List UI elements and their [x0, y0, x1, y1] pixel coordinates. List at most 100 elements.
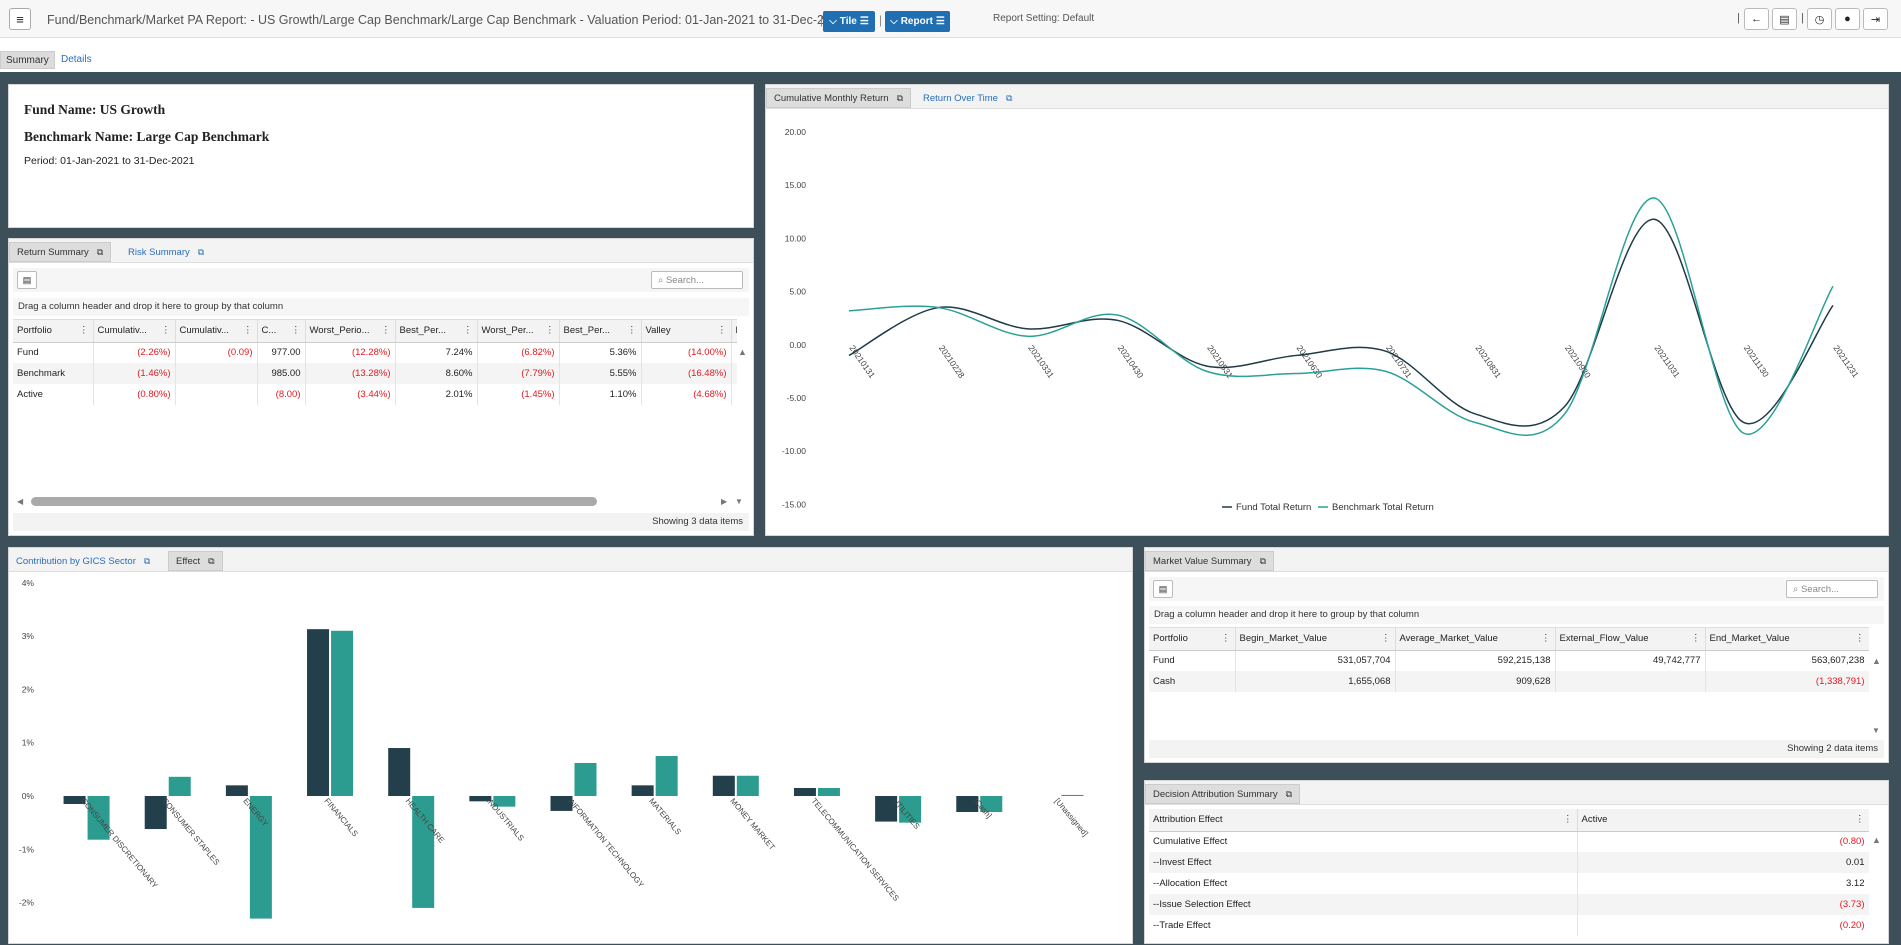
user-button[interactable]: ●: [1835, 8, 1860, 30]
popout-icon[interactable]: ⧉: [197, 246, 205, 257]
table-row[interactable]: --Trade Effect (0.20): [1149, 915, 1869, 936]
bar[interactable]: [307, 629, 330, 796]
tab-return-over-time[interactable]: Return Over Time ⧉: [923, 92, 1013, 104]
bar[interactable]: [493, 796, 516, 807]
tab-decision-attribution-summary[interactable]: Decision Attribution Summary ⧉: [1145, 784, 1301, 804]
export-grid-button[interactable]: ▤: [17, 271, 37, 289]
bar[interactable]: [388, 748, 411, 796]
column-header[interactable]: Begin_Market_Value ⋮: [1235, 628, 1396, 651]
tile-button[interactable]: ⌵ Tile ☰: [823, 11, 875, 32]
bar[interactable]: [980, 796, 1003, 812]
legend-label[interactable]: Fund Total Return: [1236, 502, 1311, 513]
tab-effect[interactable]: Effect ⧉: [168, 551, 223, 571]
bar[interactable]: [1061, 794, 1084, 796]
horizontal-scrollbar[interactable]: [31, 497, 597, 506]
popout-icon[interactable]: ⧉: [96, 246, 104, 257]
tab-risk-summary[interactable]: Risk Summary ⧉: [128, 246, 205, 258]
series-line-benchmark[interactable]: [848, 197, 1834, 436]
bar[interactable]: [225, 785, 248, 796]
column-menu-icon[interactable]: ⋮: [1855, 633, 1865, 644]
table-row[interactable]: Fund (2.26%) (0.09) 977.00 (12.28%) 7.24% (6.8…: [13, 342, 737, 363]
scroll-up-icon[interactable]: ▲: [738, 347, 747, 357]
column-menu-icon[interactable]: ⋮: [1563, 814, 1573, 825]
column-header[interactable]: F: [731, 320, 737, 343]
history-button[interactable]: ◷: [1807, 8, 1832, 30]
bar[interactable]: [144, 796, 167, 830]
column-menu-icon[interactable]: ⋮: [463, 325, 473, 336]
bar[interactable]: [875, 796, 898, 822]
bar[interactable]: [712, 775, 735, 796]
logout-button[interactable]: ⇥: [1863, 8, 1888, 30]
column-menu-icon[interactable]: ⋮: [79, 325, 89, 336]
table-row[interactable]: Cumulative Effect (0.80): [1149, 831, 1869, 852]
bar[interactable]: [469, 796, 492, 802]
column-header[interactable]: Cumulativ... ⋮: [175, 320, 258, 343]
search-input[interactable]: ⌕ Search...: [651, 271, 743, 289]
column-header[interactable]: Worst_Perio... ⋮: [305, 320, 396, 343]
scroll-left-icon[interactable]: ◀: [17, 497, 24, 506]
bar[interactable]: [736, 775, 759, 796]
column-menu-icon[interactable]: ⋮: [381, 325, 391, 336]
bar[interactable]: [631, 785, 654, 796]
column-menu-icon[interactable]: ⋮: [545, 325, 555, 336]
bar[interactable]: [87, 796, 110, 840]
column-menu-icon[interactable]: ⋮: [1541, 633, 1551, 644]
scroll-up-icon[interactable]: ▲: [1872, 835, 1881, 845]
column-header[interactable]: External_Flow_Value ⋮: [1555, 628, 1706, 651]
column-header[interactable]: Valley ⋮: [641, 320, 732, 343]
column-menu-icon[interactable]: ⋮: [243, 325, 253, 336]
column-header[interactable]: Worst_Per... ⋮: [477, 320, 560, 343]
bar[interactable]: [574, 762, 597, 796]
bar[interactable]: [956, 796, 979, 812]
table-row[interactable]: Benchmark (1.46%) 985.00 (13.28%) 8.60% (7.79…: [13, 363, 737, 384]
column-header[interactable]: Average_Market_Value ⋮: [1395, 628, 1556, 651]
search-input[interactable]: ⌕ Search...: [1786, 580, 1878, 598]
tab-summary[interactable]: Summary: [0, 51, 55, 69]
export-grid-button[interactable]: ▤: [1153, 580, 1173, 598]
menu-button[interactable]: ≡: [9, 8, 31, 30]
export-button[interactable]: ▤: [1772, 8, 1797, 30]
column-header[interactable]: Cumulativ... ⋮: [93, 320, 176, 343]
column-header[interactable]: Portfolio ⋮: [13, 320, 94, 343]
scroll-up-icon[interactable]: ▲: [1872, 656, 1881, 666]
column-header[interactable]: Best_Per... ⋮: [395, 320, 478, 343]
column-menu-icon[interactable]: ⋮: [1221, 633, 1231, 644]
column-header[interactable]: Portfolio ⋮: [1149, 628, 1236, 651]
table-row[interactable]: --Invest Effect 0.01: [1149, 852, 1869, 873]
table-row[interactable]: Cash 1,655,068 909,628 (1,338,791): [1149, 671, 1869, 692]
tab-return-summary[interactable]: Return Summary ⧉: [9, 242, 112, 262]
bar[interactable]: [331, 630, 354, 796]
bar[interactable]: [793, 788, 816, 796]
column-menu-icon[interactable]: ⋮: [161, 325, 171, 336]
legend-label[interactable]: Benchmark Total Return: [1332, 502, 1434, 513]
column-header[interactable]: End_Market_Value ⋮: [1705, 628, 1869, 651]
tab-cumulative-monthly-return[interactable]: Cumulative Monthly Return ⧉: [766, 88, 912, 108]
series-line-fund[interactable]: [848, 218, 1834, 427]
scroll-down-icon[interactable]: ▼: [1872, 726, 1880, 735]
scroll-right-icon[interactable]: ▶: [721, 497, 728, 506]
popout-icon[interactable]: ⧉: [1005, 92, 1013, 103]
bar[interactable]: [412, 796, 435, 908]
column-menu-icon[interactable]: ⋮: [1855, 814, 1865, 825]
table-row[interactable]: Active (0.80%) (8.00) (3.44%) 2.01% (1.45%) 1.…: [13, 384, 737, 405]
bar[interactable]: [655, 756, 678, 796]
column-header[interactable]: C... ⋮: [257, 320, 306, 343]
popout-icon[interactable]: ⧉: [896, 92, 904, 103]
back-button[interactable]: ←: [1744, 8, 1769, 30]
popout-icon[interactable]: ⧉: [1285, 788, 1293, 799]
popout-icon[interactable]: ⧉: [1259, 555, 1266, 566]
bar[interactable]: [550, 796, 573, 811]
bar[interactable]: [63, 796, 86, 804]
popout-icon[interactable]: ⧉: [208, 555, 215, 566]
bar[interactable]: [249, 796, 272, 919]
tab-contribution-gics[interactable]: Contribution by GICS Sector ⧉: [16, 555, 151, 567]
column-menu-icon[interactable]: ⋮: [717, 325, 727, 336]
table-row[interactable]: --Issue Selection Effect (3.73): [1149, 894, 1869, 915]
column-menu-icon[interactable]: ⋮: [627, 325, 637, 336]
column-header[interactable]: Attribution Effect ⋮: [1149, 809, 1578, 832]
column-header[interactable]: Active ⋮: [1577, 809, 1869, 832]
column-menu-icon[interactable]: ⋮: [1381, 633, 1391, 644]
scroll-down-icon[interactable]: ▼: [735, 497, 743, 506]
table-row[interactable]: Fund 531,057,704 592,215,138 49,742,777 563,…: [1149, 650, 1869, 671]
column-menu-icon[interactable]: ⋮: [1691, 633, 1701, 644]
